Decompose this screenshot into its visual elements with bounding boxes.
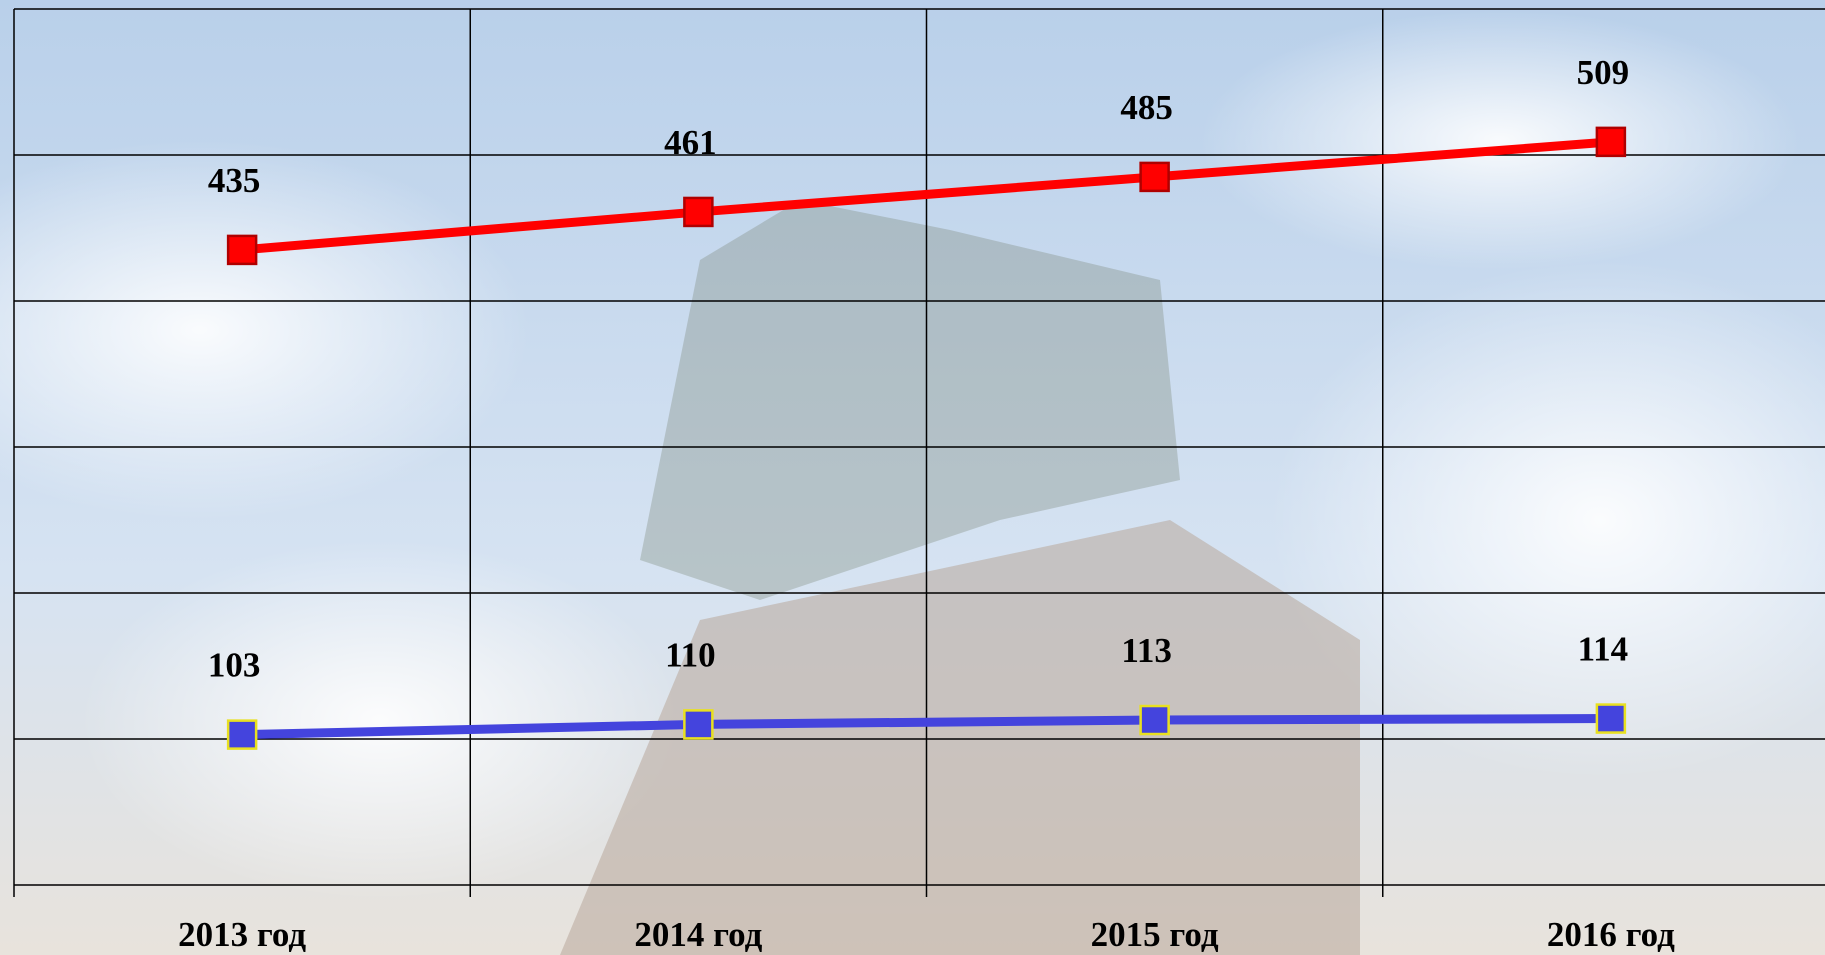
marker [1595, 126, 1627, 158]
marker [1139, 161, 1170, 193]
marker [226, 234, 258, 266]
marker [1139, 704, 1170, 736]
data-label: 110 [665, 635, 716, 674]
data-label: 113 [1121, 631, 1172, 670]
series-line [241, 137, 1612, 255]
data-label: 461 [664, 123, 717, 162]
data-label: 103 [208, 646, 261, 685]
data-label: 509 [1577, 53, 1630, 92]
marker [226, 719, 258, 750]
data-label: 485 [1120, 88, 1173, 127]
marker [1595, 703, 1627, 734]
marker [683, 709, 714, 740]
data-label: 435 [208, 161, 261, 200]
marker [683, 196, 714, 228]
x-tick-label: 2014 год [634, 915, 762, 954]
series-line [242, 714, 1611, 740]
x-tick-label: 2013 год [178, 915, 306, 954]
x-tick-label: 2016 год [1547, 915, 1675, 954]
data-label: 114 [1578, 630, 1629, 669]
x-tick-label: 2015 год [1091, 915, 1219, 954]
